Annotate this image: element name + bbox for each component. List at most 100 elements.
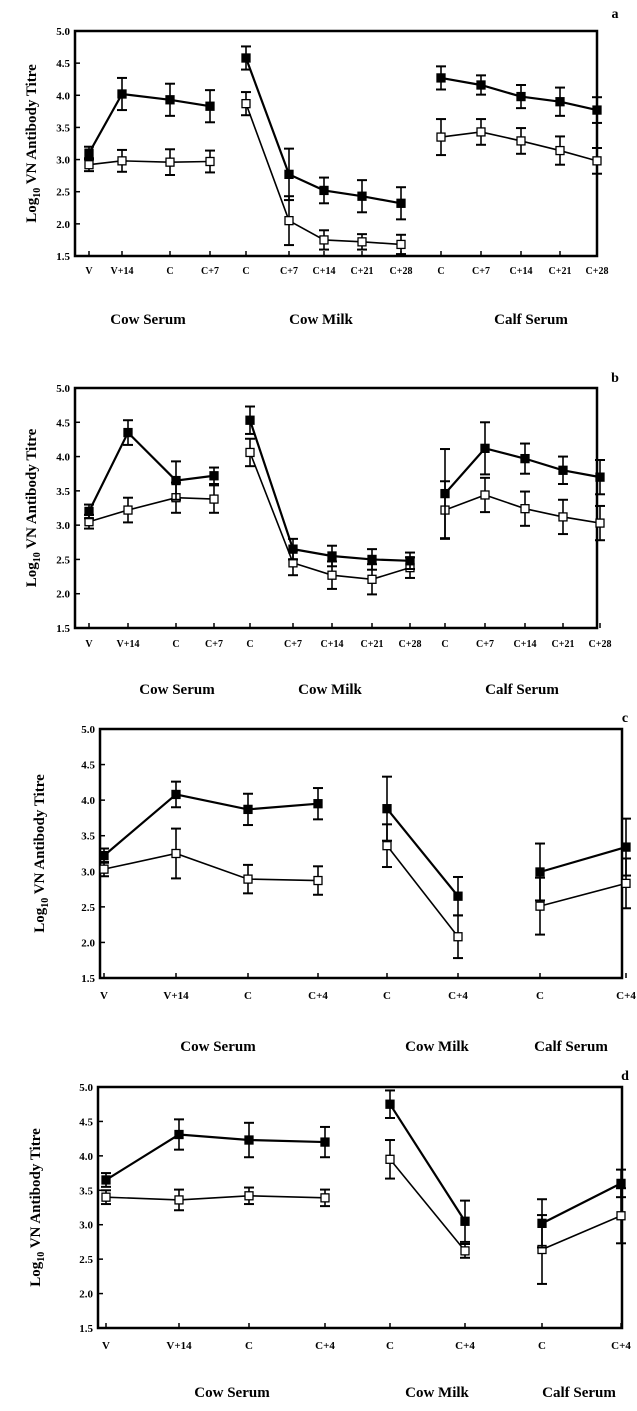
- x-tick-label: C+7: [472, 266, 490, 277]
- x-tick-label: V+14: [117, 639, 140, 650]
- data-point-open: [453, 932, 463, 942]
- chart-panel-a: a 1.5 2.0 2.5 3.0 3.5 4.0 4.5 5.0 Log10 VN Antibo…: [24, 7, 619, 328]
- y-tick-label: 4.0: [56, 452, 70, 464]
- data-point-open: [616, 1211, 626, 1221]
- series-open: [101, 1139, 626, 1285]
- y-axis-title-subscript: 10: [36, 1252, 47, 1262]
- x-tick-label: V: [85, 639, 93, 650]
- data-point-filled: [558, 465, 568, 475]
- y-tick-label: 4.0: [81, 795, 95, 807]
- y-tick-label: 1.5: [56, 623, 70, 635]
- y-tick-label: 3.0: [81, 866, 95, 878]
- x-tick-label: C: [246, 639, 253, 650]
- data-point-filled: [313, 799, 323, 809]
- y-tick-label: 2.0: [56, 589, 70, 601]
- y-tick-label: 3.5: [79, 1185, 93, 1197]
- series-line: [105, 1133, 326, 1181]
- y-tick-label: 2.5: [81, 902, 95, 914]
- panel-letter: c: [622, 711, 628, 726]
- data-point-filled: [405, 556, 415, 566]
- y-tick-label: 3.5: [56, 122, 70, 134]
- data-point-filled: [84, 506, 94, 517]
- data-point-filled: [453, 891, 463, 901]
- series-line: [386, 807, 459, 897]
- x-tick-label: C+7: [284, 639, 302, 650]
- series-open: [84, 91, 602, 256]
- series-line: [88, 430, 215, 512]
- data-point-filled: [537, 1218, 547, 1228]
- data-point-open: [595, 518, 605, 528]
- data-point-filled: [595, 472, 605, 482]
- data-point-open: [558, 512, 568, 522]
- series-line: [386, 845, 459, 938]
- data-point-filled: [117, 89, 127, 99]
- data-point-open: [174, 1195, 184, 1205]
- data-point-filled: [367, 554, 377, 565]
- data-point-open: [165, 157, 175, 167]
- data-point-open: [555, 145, 565, 156]
- x-tick-label: C+21: [361, 639, 384, 650]
- data-point-filled: [327, 551, 337, 561]
- data-point-open: [460, 1246, 470, 1256]
- data-point-filled: [245, 415, 255, 425]
- series-line: [103, 852, 319, 882]
- series-line: [245, 103, 402, 246]
- y-tick-label: 2.5: [56, 554, 70, 566]
- data-point-filled: [171, 475, 181, 486]
- x-tick-label: C+7: [205, 639, 223, 650]
- x-tick-label: V+14: [163, 990, 189, 1002]
- y-tick-label: 3.0: [56, 155, 70, 167]
- series-open: [99, 823, 631, 960]
- x-tick-label: C+7: [201, 266, 219, 277]
- y-tick-label: 2.5: [79, 1254, 93, 1266]
- x-tick-label: C+28: [399, 639, 422, 650]
- y-tick-label: 5.0: [79, 1082, 93, 1094]
- panel-letter: a: [612, 7, 619, 22]
- x-tick-label: C: [245, 1340, 253, 1352]
- data-point-filled: [84, 148, 94, 158]
- series-line: [389, 1158, 466, 1252]
- x-tick-label: C: [244, 990, 252, 1002]
- y-tick-label: 4.5: [81, 760, 95, 772]
- data-point-filled: [288, 544, 298, 554]
- group-label: Cow Milk: [405, 1039, 469, 1055]
- data-point-open: [244, 1191, 254, 1201]
- y-tick-label: 3.5: [81, 831, 95, 843]
- data-point-filled: [123, 427, 133, 438]
- data-point-filled: [476, 80, 486, 90]
- series-filled: [84, 405, 605, 571]
- data-point-open: [476, 127, 486, 137]
- data-point-filled: [244, 1135, 254, 1145]
- data-point-open: [313, 875, 323, 886]
- data-point-filled: [385, 1099, 395, 1109]
- data-point-filled: [555, 97, 565, 107]
- data-point-filled: [616, 1178, 626, 1189]
- data-point-filled: [165, 95, 175, 105]
- x-tick-label: C+4: [616, 990, 636, 1002]
- y-axis-title: Log10 VN Antibody Titre: [28, 1128, 47, 1287]
- group-label: Calf Serum: [494, 312, 568, 328]
- x-tick-label: V+14: [111, 266, 134, 277]
- data-point-open: [621, 878, 631, 889]
- y-axis-title-main: Log: [24, 197, 40, 223]
- series-line: [88, 496, 215, 523]
- series-line: [389, 1103, 466, 1222]
- data-point-filled: [396, 198, 406, 208]
- data-point-filled: [284, 169, 294, 180]
- data-point-open: [245, 447, 255, 458]
- data-point-open: [382, 841, 392, 851]
- y-tick-label: 3.0: [56, 520, 70, 532]
- y-axis-title: Log10 VN Antibody Titre: [24, 64, 43, 223]
- x-tick-label: C: [538, 1340, 546, 1352]
- x-tick-label: C: [386, 1340, 394, 1352]
- x-tick-label: C+7: [476, 639, 494, 650]
- y-tick-label: 4.5: [56, 58, 70, 70]
- data-point-open: [357, 237, 367, 247]
- data-point-filled: [357, 191, 367, 201]
- series-line: [541, 1182, 622, 1225]
- data-point-filled: [440, 488, 450, 499]
- plot-frame: [96, 1085, 624, 1330]
- data-point-filled: [171, 789, 181, 800]
- y-axis-title-subscript: 10: [32, 552, 43, 562]
